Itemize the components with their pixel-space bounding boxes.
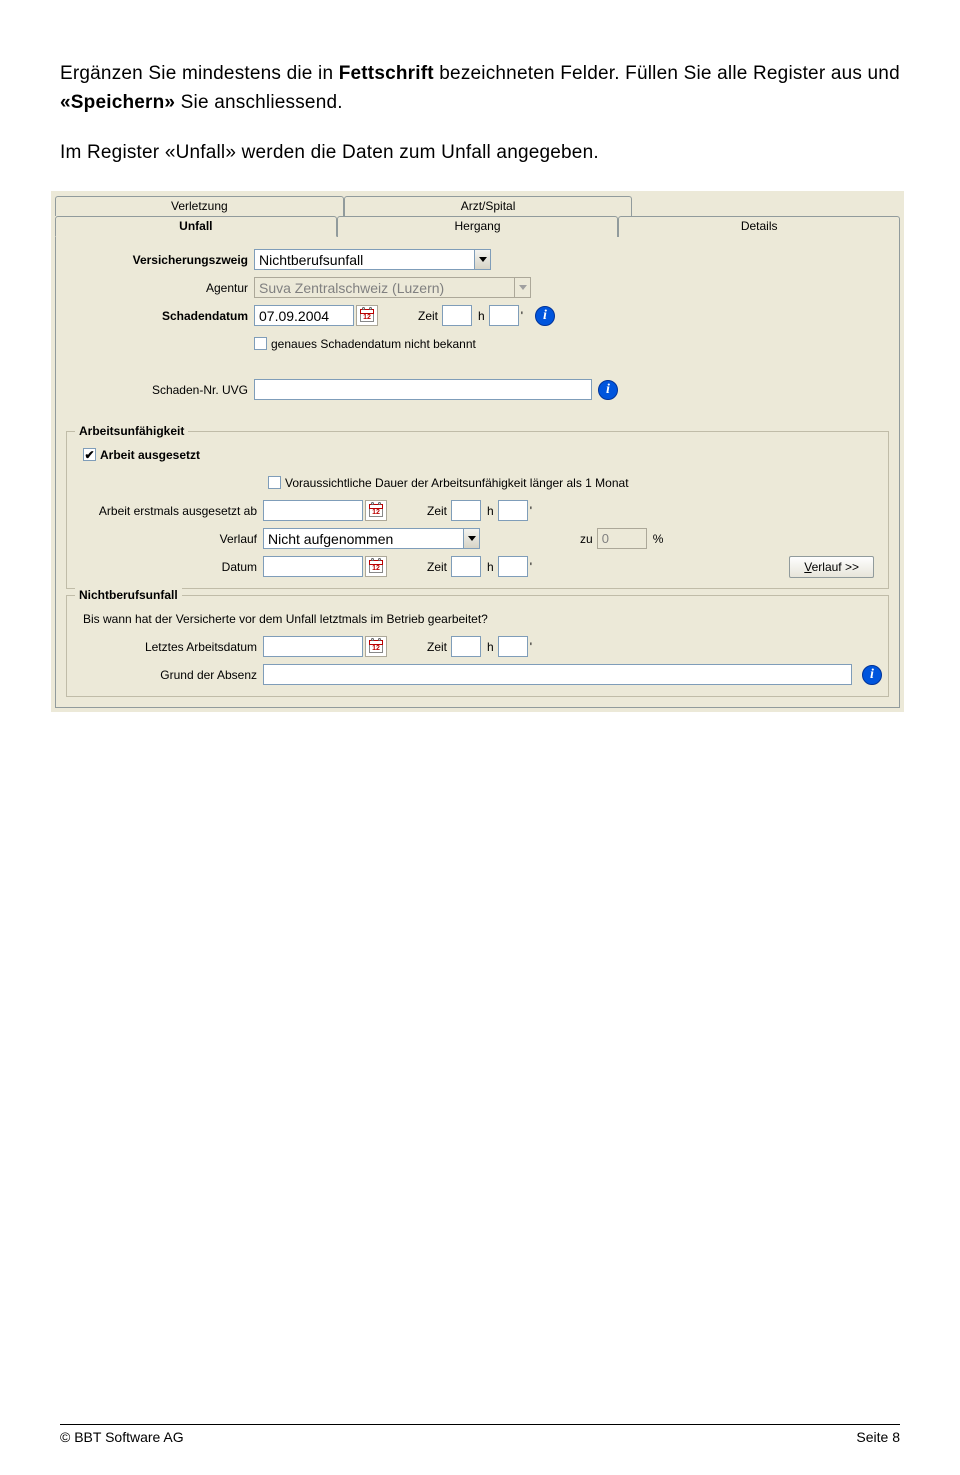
tab-details[interactable]: Details [618, 216, 900, 237]
verlauf-button[interactable]: Verlauf >> [789, 556, 874, 578]
label-verlauf: Verlauf [73, 532, 263, 546]
input-zeit-h-4[interactable] [451, 636, 481, 657]
page-footer: © BBT Software AG Seite 8 [60, 1424, 900, 1445]
label-zeit-2: Zeit [427, 504, 447, 518]
label-voraussichtliche-dauer: Voraussichtliche Dauer der Arbeitsunfähi… [285, 476, 629, 490]
combo-verlauf[interactable]: Nicht aufgenommen [263, 528, 480, 549]
intro-bold1: Fettschrift [339, 63, 434, 84]
label-erstmals: Arbeit erstmals ausgesetzt ab [73, 504, 263, 518]
intro-part3: Sie anschliessend. [175, 92, 343, 113]
input-agentur: Suva Zentralschweiz (Luzern) [254, 277, 514, 298]
label-h-3: h [487, 560, 494, 574]
checkbox-voraussichtliche-dauer[interactable] [268, 476, 281, 489]
info-btn-schadendatum[interactable]: i [535, 306, 555, 326]
input-zeit-m-1[interactable] [489, 305, 519, 326]
label-h-2: h [487, 504, 494, 518]
chevron-down-icon [468, 536, 476, 541]
input-grund-absenz[interactable] [263, 664, 852, 685]
tab-unfall[interactable]: Unfall [55, 216, 337, 237]
label-letztes-arbeitsdatum: Letztes Arbeitsdatum [73, 640, 263, 654]
input-zeit-h-1[interactable] [442, 305, 472, 326]
tab-arzt-spital[interactable]: Arzt/Spital [344, 196, 633, 216]
dropdown-btn-verlauf[interactable] [463, 528, 480, 549]
calendar-btn-schadendatum[interactable]: 12 [356, 305, 378, 326]
input-schadendatum[interactable]: 07.09.2004 [254, 305, 354, 326]
check-icon: ✔ [84, 450, 94, 460]
input-versicherungszweig[interactable]: Nichtberufsunfall [254, 249, 474, 270]
info-btn-schadennr[interactable]: i [598, 380, 618, 400]
calendar-icon: 12 [369, 560, 383, 573]
input-letztes-arbeitsdatum[interactable] [263, 636, 363, 657]
input-zeit-h-2[interactable] [451, 500, 481, 521]
label-zu: zu [580, 532, 593, 546]
intro-paragraph: Ergänzen Sie mindestens die in Fettschri… [60, 60, 900, 117]
label-zeit-4: Zeit [427, 640, 447, 654]
calendar-btn-letztes[interactable]: 12 [365, 636, 387, 657]
intro-part1: Ergänzen Sie mindestens die in [60, 63, 339, 84]
label-datum: Datum [73, 560, 263, 574]
label-zeit-1: Zeit [418, 309, 438, 323]
tab-verletzung[interactable]: Verletzung [55, 196, 344, 216]
label-zeit-3: Zeit [427, 560, 447, 574]
input-zu-percent: 0 [597, 528, 647, 549]
legend-arbeitsunfaehigkeit: Arbeitsunfähigkeit [75, 424, 188, 438]
text-nbu-question: Bis wann hat der Versicherte vor dem Unf… [83, 612, 488, 626]
intro-bold2: «Speichern» [60, 92, 175, 113]
intro-part2: bezeichneten Felder. Füllen Sie alle Reg… [434, 63, 900, 84]
dropdown-btn-agentur [514, 277, 531, 298]
input-verlauf[interactable]: Nicht aufgenommen [263, 528, 463, 549]
label-grund-absenz: Grund der Absenz [73, 668, 263, 682]
tabrow-back: Verletzung Arzt/Spital [51, 191, 904, 215]
tab-hergang[interactable]: Hergang [337, 216, 619, 237]
apostrophe-2: ' [530, 504, 532, 518]
calendar-btn-verlauf[interactable]: 12 [365, 556, 387, 577]
legend-nichtberufsunfall: Nichtberufsunfall [75, 588, 182, 602]
calendar-icon: 12 [360, 309, 374, 322]
unfall-dialog: Verletzung Arzt/Spital Unfall Hergang De… [50, 190, 905, 713]
label-schadennr: Schaden-Nr. UVG [64, 383, 254, 397]
calendar-icon: 12 [369, 640, 383, 653]
input-zeit-m-3[interactable] [498, 556, 528, 577]
info-btn-grund[interactable]: i [862, 665, 882, 685]
input-zeit-h-3[interactable] [451, 556, 481, 577]
input-zeit-m-4[interactable] [498, 636, 528, 657]
apostrophe-4: ' [530, 640, 532, 654]
chevron-down-icon [519, 285, 527, 290]
combo-versicherungszweig[interactable]: Nichtberufsunfall [254, 249, 491, 270]
input-erstmals-datum[interactable] [263, 500, 363, 521]
tab-content-unfall: Versicherungszweig Nichtberufsunfall Age… [55, 236, 900, 708]
label-h-1: h [478, 309, 485, 323]
intro-sentence2: Im Register «Unfall» werden die Daten zu… [60, 142, 599, 163]
input-verlauf-datum[interactable] [263, 556, 363, 577]
label-h-4: h [487, 640, 494, 654]
input-schadennr[interactable] [254, 379, 592, 400]
apostrophe-1: ' [521, 309, 523, 323]
label-schadendatum: Schadendatum [64, 309, 254, 323]
group-arbeitsunfaehigkeit: Arbeitsunfähigkeit ✔ Arbeit ausgesetzt V… [66, 431, 889, 589]
dropdown-btn-versicherungszweig[interactable] [474, 249, 491, 270]
tabrow-front: Unfall Hergang Details [51, 215, 904, 236]
group-nichtberufsunfall: Nichtberufsunfall Bis wann hat der Versi… [66, 595, 889, 697]
label-agentur: Agentur [64, 281, 254, 295]
calendar-icon: 12 [369, 504, 383, 517]
footer-right: Seite 8 [856, 1429, 900, 1445]
checkbox-genaues-datum[interactable] [254, 337, 267, 350]
chevron-down-icon [479, 257, 487, 262]
calendar-btn-erstmals[interactable]: 12 [365, 500, 387, 521]
combo-agentur: Suva Zentralschweiz (Luzern) [254, 277, 531, 298]
footer-left: © BBT Software AG [60, 1429, 184, 1445]
input-zeit-m-2[interactable] [498, 500, 528, 521]
apostrophe-3: ' [530, 560, 532, 574]
label-versicherungszweig: Versicherungszweig [64, 253, 254, 267]
intro-paragraph2: Im Register «Unfall» werden die Daten zu… [60, 139, 900, 168]
label-genaues-datum: genaues Schadendatum nicht bekannt [271, 337, 476, 351]
label-percent: % [653, 532, 664, 546]
label-arbeit-ausgesetzt: Arbeit ausgesetzt [100, 448, 200, 462]
checkbox-arbeit-ausgesetzt[interactable]: ✔ [83, 448, 96, 461]
